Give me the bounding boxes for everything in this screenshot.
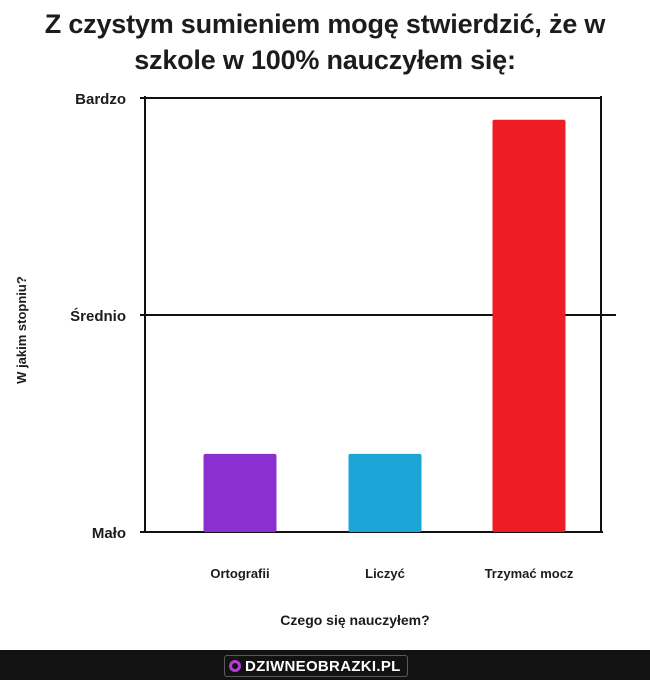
footer-bar: DZIWNEOBRAZKI.PL	[0, 650, 650, 680]
chart-title: Z czystym sumieniem mogę stwierdzić, że …	[0, 6, 650, 78]
chart-title-line: szkole w 100% nauczyłem się:	[134, 45, 516, 75]
bar-liczy-	[348, 453, 422, 532]
bars	[203, 119, 566, 532]
x-tick-label: Ortografii	[210, 566, 269, 581]
bar-trzyma-mocz	[492, 119, 566, 532]
labels: Mało Średnio Bardzo Ortografii Liczyć Trzymać…	[14, 91, 574, 628]
y-tick-label: Bardzo	[75, 91, 126, 108]
y-axis-title: W jakim stopniu?	[14, 276, 29, 384]
logo-icon	[229, 660, 241, 672]
x-axis-title: Czego się nauczyłem?	[280, 612, 429, 628]
chart-title-line: Z czystym sumieniem mogę stwierdzić, że …	[44, 9, 606, 39]
x-tick-label: Trzymać mocz	[485, 566, 574, 581]
watermark-text: DZIWNEOBRAZKI.PL	[245, 657, 401, 675]
y-tick-label: Średnio	[70, 307, 126, 325]
bar-chart: Mało Średnio Bardzo Ortografii Liczyć Trzymać…	[14, 91, 616, 628]
bar-ortografii	[203, 453, 277, 532]
x-tick-label: Liczyć	[365, 566, 405, 581]
y-tick-label: Mało	[92, 525, 126, 542]
watermark-badge: DZIWNEOBRAZKI.PL	[224, 655, 408, 677]
